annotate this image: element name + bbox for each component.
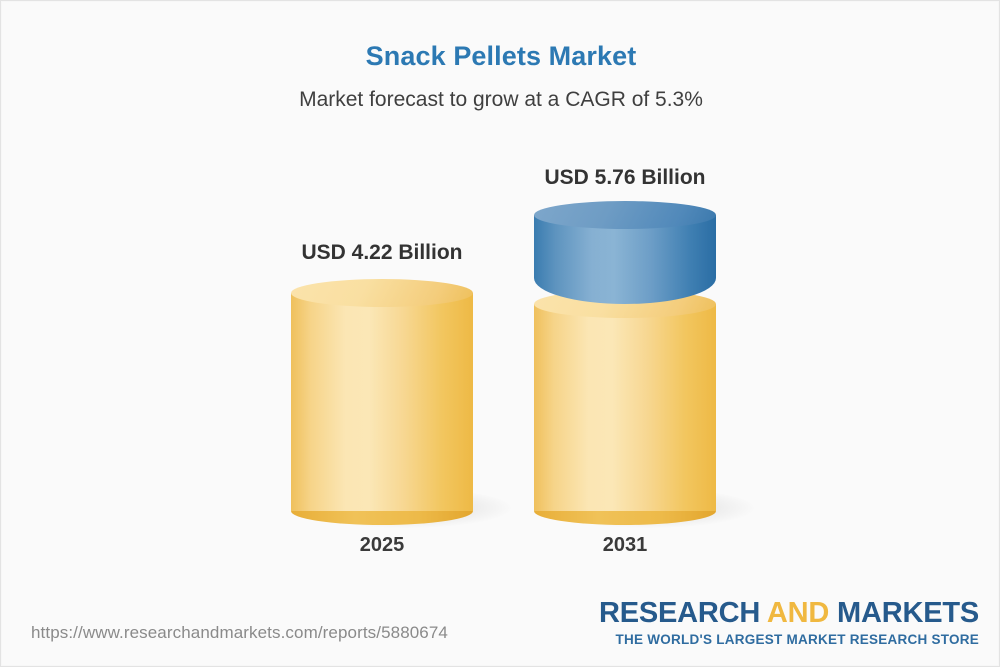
cylinder-top-cap-2025 — [291, 279, 473, 307]
brand-logo-research: RESEARCH — [598, 597, 767, 629]
cylinder-body-growth-2031 — [534, 215, 716, 304]
bar-category-label-2025: 2025 — [359, 534, 405, 556]
cylinder-body-base-2031 — [534, 304, 716, 511]
brand-logo-tagline: THE WORLD'S LARGEST MARKET RESEARCH STOR… — [615, 632, 979, 647]
brand-logo[interactable]: RESEARCH AND MARKETS THE WORLD'S LARGEST… — [599, 599, 979, 647]
cylinder-segment-base-2031 — [534, 290, 716, 525]
plot-area: USD 4.22 Billion 2025 USD 5.76 Billion — [1, 1, 999, 601]
source-url[interactable]: https://www.researchandmarkets.com/repor… — [31, 623, 448, 642]
bar-value-label-2025: USD 4.22 Billion — [301, 241, 463, 264]
cylinder-segment-growth-2031 — [534, 201, 716, 304]
cylinder-bar-2025[interactable] — [291, 279, 473, 525]
chart-subtitle: Market forecast to grow at a CAGR of 5.3… — [299, 88, 703, 111]
brand-logo-markets: MARKETS — [829, 597, 979, 629]
cylinder-top-cap-2031 — [534, 201, 716, 229]
bar-value-label-2031: USD 5.76 Billion — [544, 166, 706, 189]
cylinder-bar-2031[interactable] — [534, 201, 716, 525]
brand-logo-and: AND — [766, 597, 830, 629]
chart-title: Snack Pellets Market — [365, 41, 637, 71]
bar-category-label-2031: 2031 — [602, 534, 648, 556]
cylinder-body-2025 — [291, 293, 473, 511]
brand-logo-wordmark: RESEARCH AND MARKETS — [599, 599, 979, 628]
cylinder-segment-base-2025 — [291, 279, 473, 525]
